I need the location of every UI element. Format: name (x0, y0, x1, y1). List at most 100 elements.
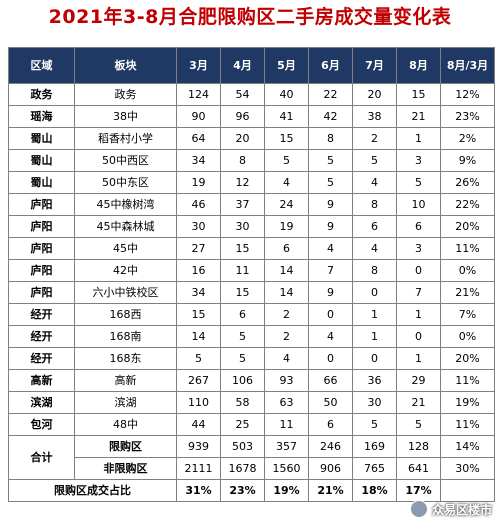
value-cell: 5 (308, 149, 353, 172)
value-cell: 36 (352, 369, 397, 392)
value-cell: 9 (308, 281, 353, 304)
value-cell: 6 (396, 215, 441, 238)
table-cell: 246 (308, 435, 353, 458)
value-cell: 12 (220, 171, 265, 194)
table-cell: 21% (308, 479, 353, 502)
block-cell: 42中 (74, 259, 177, 282)
value-cell: 22 (308, 83, 353, 106)
table-cell: 641 (396, 457, 441, 480)
value-cell: 16 (176, 259, 221, 282)
region-cell: 蜀山 (8, 149, 75, 172)
value-cell: 20% (440, 215, 495, 238)
region-cell: 庐阳 (8, 281, 75, 304)
block-cell: 六小中铁校区 (74, 281, 177, 304)
value-cell: 2 (264, 303, 309, 326)
block-cell: 50中西区 (74, 149, 177, 172)
value-cell: 0 (308, 303, 353, 326)
table-row: 高新 高新 267 106 93 66 36 29 11% (8, 369, 495, 392)
region-cell: 包河 (8, 413, 75, 436)
header-cell: 7月 (352, 47, 397, 84)
value-cell: 20% (440, 347, 495, 370)
value-cell: 22% (440, 193, 495, 216)
region-cell: 高新 (8, 369, 75, 392)
table-row: 经开 168东 5 5 4 0 0 1 20% (8, 347, 495, 370)
value-cell: 15 (176, 303, 221, 326)
block-cell: 168东 (74, 347, 177, 370)
value-cell: 5 (220, 325, 265, 348)
value-cell: 5 (264, 149, 309, 172)
value-cell: 3 (396, 237, 441, 260)
table-cell: 765 (352, 457, 397, 480)
total-label: 合计 (8, 435, 75, 480)
share-row: 限购区成交占比 31% 23% 19% 21% 18% 17% (8, 479, 495, 502)
value-cell: 23% (440, 105, 495, 128)
value-cell: 6 (352, 215, 397, 238)
value-cell: 6 (220, 303, 265, 326)
value-cell: 1 (396, 127, 441, 150)
table-row: 庐阳 42中 16 11 14 7 8 0 0% (8, 259, 495, 282)
value-cell: 4 (264, 347, 309, 370)
value-cell: 7 (308, 259, 353, 282)
value-cell: 64 (176, 127, 221, 150)
region-cell: 庐阳 (8, 215, 75, 238)
region-cell: 庐阳 (8, 237, 75, 260)
table-cell: 23% (220, 479, 265, 502)
value-cell: 4 (352, 171, 397, 194)
value-cell: 5 (396, 413, 441, 436)
value-cell: 90 (176, 105, 221, 128)
table-row: 包河 48中 44 25 11 6 5 5 11% (8, 413, 495, 436)
watermark: 众易区楼市 (382, 498, 492, 520)
block-cell: 50中东区 (74, 171, 177, 194)
value-cell: 9% (440, 149, 495, 172)
region-cell: 蜀山 (8, 171, 75, 194)
value-cell: 4 (308, 237, 353, 260)
value-cell: 8 (352, 193, 397, 216)
value-cell: 40 (264, 83, 309, 106)
table-cell: 30% (440, 457, 495, 480)
header-cell: 板块 (74, 47, 177, 84)
header-cell: 8月/3月 (440, 47, 495, 84)
value-cell: 34 (176, 281, 221, 304)
value-cell: 37 (220, 193, 265, 216)
table-cell: 939 (176, 435, 221, 458)
value-cell: 1 (396, 303, 441, 326)
table-cell: 1678 (220, 457, 265, 480)
watermark-text: 众易区楼市 (431, 502, 492, 517)
value-cell: 27 (176, 237, 221, 260)
table-cell: 906 (308, 457, 353, 480)
value-cell: 46 (176, 193, 221, 216)
value-cell: 9 (308, 215, 353, 238)
value-cell: 11 (220, 259, 265, 282)
header-cell: 4月 (220, 47, 265, 84)
header-row: 区域 板块 3月 4月 5月 6月 7月 8月 8月/3月 (8, 47, 495, 84)
table-row: 庐阳 45中森林城 30 30 19 9 6 6 20% (8, 215, 495, 238)
value-cell: 50 (308, 391, 353, 414)
value-cell: 21 (396, 391, 441, 414)
table-cell: 18% (352, 479, 397, 502)
value-cell: 10 (396, 193, 441, 216)
table-row: 庐阳 45中 27 15 6 4 4 3 11% (8, 237, 495, 260)
value-cell: 5 (396, 171, 441, 194)
value-cell: 26% (440, 171, 495, 194)
value-cell: 15 (220, 237, 265, 260)
value-cell: 29 (396, 369, 441, 392)
table-row: 政务 政务 124 54 40 22 20 15 12% (8, 83, 495, 106)
value-cell: 0 (396, 325, 441, 348)
value-cell: 24 (264, 193, 309, 216)
value-cell: 15 (396, 83, 441, 106)
block-cell: 高新 (74, 369, 177, 392)
value-cell: 21% (440, 281, 495, 304)
value-cell: 5 (220, 347, 265, 370)
value-cell: 5 (308, 171, 353, 194)
table-row: 滨湖 滨湖 110 58 63 50 30 21 19% (8, 391, 495, 414)
value-cell: 3 (396, 149, 441, 172)
value-cell: 5 (352, 413, 397, 436)
value-cell: 11% (440, 237, 495, 260)
block-cell: 45中橡树湾 (74, 193, 177, 216)
value-cell: 1 (396, 347, 441, 370)
value-cell: 0 (352, 347, 397, 370)
table-row: 庐阳 45中橡树湾 46 37 24 9 8 10 22% (8, 193, 495, 216)
value-cell: 1 (352, 325, 397, 348)
table-cell: 357 (264, 435, 309, 458)
value-cell: 12% (440, 83, 495, 106)
